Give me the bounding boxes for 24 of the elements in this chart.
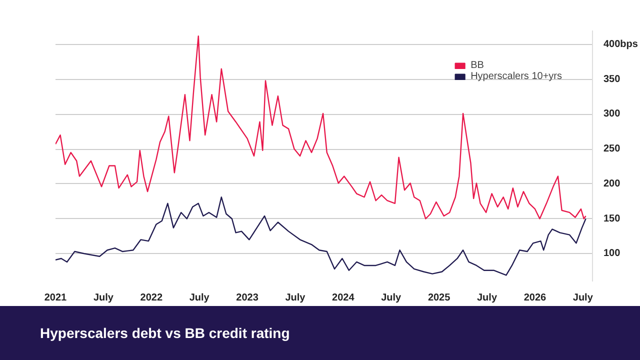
y-tick-label: 250: [604, 144, 621, 155]
line-series: [56, 35, 586, 220]
line-series: [56, 196, 586, 276]
y-tick-label: 150: [604, 213, 621, 224]
legend-label: BB: [470, 60, 485, 71]
y-tick-label: 200: [604, 178, 621, 190]
text: Hyperscalers debt vs BB credit rating: [40, 324, 290, 343]
x-tick-label: 2024: [332, 292, 355, 304]
x-tick-label: July: [189, 292, 210, 304]
x-tick-label: July: [285, 292, 306, 304]
y-tick-label: 400bps: [604, 38, 638, 50]
x-tick-label: July: [477, 292, 498, 304]
y-tick-label: 350: [604, 74, 621, 85]
x-tick-label: 2022: [140, 292, 163, 304]
x-tick-label: 2021: [44, 292, 68, 304]
x-tick-label: July: [572, 292, 594, 304]
x-tick-label: 2025: [428, 292, 451, 304]
x-tick-label: 2026: [524, 292, 547, 304]
y-tick-label: 100: [604, 248, 621, 260]
y-tick-label: 300: [604, 108, 621, 120]
x-tick-label: July: [381, 292, 402, 304]
legend-label: Hyperscalers 10+yrs: [470, 71, 562, 82]
x-tick-label: July: [93, 292, 114, 304]
x-tick-label: 2023: [236, 292, 259, 304]
